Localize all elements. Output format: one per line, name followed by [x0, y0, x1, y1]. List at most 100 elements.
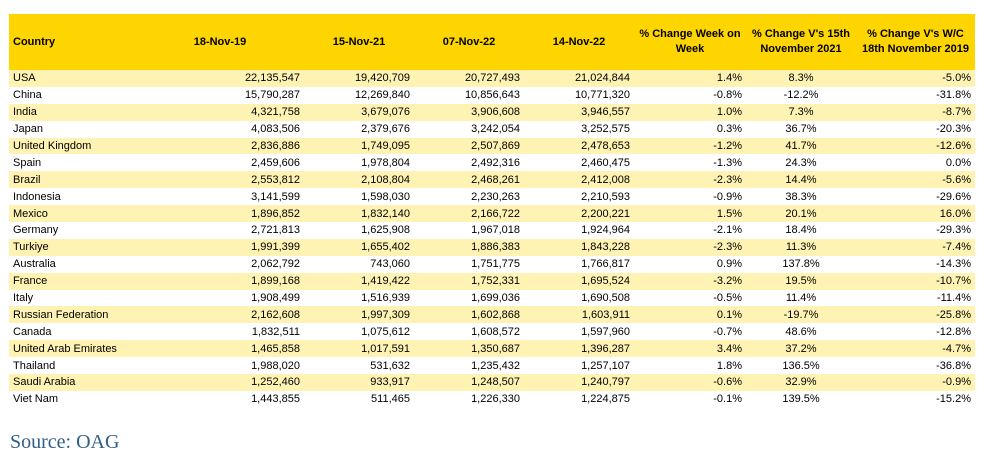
- cell-15-nov-21: 1,749,095: [304, 137, 414, 155]
- cell-15-nov-21: 3,679,076: [304, 103, 414, 121]
- cell-change-2019: -8.7%: [856, 103, 975, 121]
- cell-14-nov-22: 3,946,557: [524, 103, 634, 121]
- cell-07-nov-22: 10,856,643: [414, 86, 524, 104]
- cell-change-2019: -25.8%: [856, 306, 975, 324]
- cell-change-2021: 11.4%: [746, 289, 856, 307]
- table-row: USA 22,135,547 19,420,709 20,727,493 21,024,…: [9, 70, 975, 87]
- header-country: Country: [9, 14, 136, 70]
- cell-14-nov-22: 10,771,320: [524, 86, 634, 104]
- cell-change-week: -2.1%: [634, 222, 746, 239]
- cell-14-nov-22: 21,024,844: [524, 70, 634, 87]
- header-07-nov-22: 07-Nov-22: [414, 14, 524, 70]
- cell-07-nov-22: 1,752,331: [414, 272, 524, 290]
- cell-14-nov-22: 1,597,960: [524, 323, 634, 341]
- cell-18-nov-19: 1,896,852: [136, 205, 304, 223]
- cell-change-2019: -0.9%: [856, 374, 975, 391]
- cell-14-nov-22: 2,478,653: [524, 137, 634, 155]
- cell-14-nov-22: 1,766,817: [524, 255, 634, 273]
- cell-07-nov-22: 20,727,493: [414, 70, 524, 87]
- cell-change-2019: 16.0%: [856, 205, 975, 223]
- cell-change-week: 1.4%: [634, 70, 746, 87]
- table-row: Saudi Arabia 1,252,460 933,917 1,248,507 1,2…: [9, 374, 975, 391]
- cell-change-2019: -29.6%: [856, 188, 975, 206]
- cell-07-nov-22: 1,886,383: [414, 238, 524, 256]
- cell-18-nov-19: 2,836,886: [136, 137, 304, 155]
- cell-15-nov-21: 1,598,030: [304, 188, 414, 206]
- cell-15-nov-21: 933,917: [304, 374, 414, 391]
- cell-15-nov-21: 1,017,591: [304, 340, 414, 358]
- cell-country: Brazil: [9, 171, 136, 189]
- cell-change-2019: -10.7%: [856, 272, 975, 290]
- cell-14-nov-22: 1,843,228: [524, 238, 634, 256]
- cell-18-nov-19: 1,832,511: [136, 323, 304, 341]
- table-row: Viet Nam 1,443,855 511,465 1,226,330 1,224,8…: [9, 390, 975, 408]
- cell-change-week: -0.7%: [634, 323, 746, 341]
- cell-change-week: -2.3%: [634, 171, 746, 189]
- cell-country: France: [9, 272, 136, 290]
- cell-07-nov-22: 1,602,868: [414, 306, 524, 324]
- cell-18-nov-19: 1,899,168: [136, 272, 304, 290]
- cell-07-nov-22: 2,492,316: [414, 154, 524, 172]
- cell-change-week: -2.3%: [634, 238, 746, 256]
- cell-change-2021: 136.5%: [746, 357, 856, 375]
- cell-change-2019: -14.3%: [856, 255, 975, 273]
- header-change-week: % Change Week on Week: [634, 14, 746, 70]
- cell-change-2019: -7.4%: [856, 238, 975, 256]
- cell-18-nov-19: 2,459,606: [136, 154, 304, 172]
- cell-15-nov-21: 1,625,908: [304, 222, 414, 239]
- table-row: China 15,790,287 12,269,840 10,856,643 10,77…: [9, 86, 975, 104]
- cell-change-2021: 32.9%: [746, 374, 856, 391]
- cell-change-2021: 137.8%: [746, 255, 856, 273]
- cell-country: Russian Federation: [9, 306, 136, 324]
- table-header-row: Country 18-Nov-19 15-Nov-21 07-Nov-22 14…: [9, 14, 975, 70]
- cell-change-2021: 36.7%: [746, 120, 856, 138]
- cell-15-nov-21: 531,632: [304, 357, 414, 375]
- cell-change-week: -1.2%: [634, 137, 746, 155]
- header-15-nov-21: 15-Nov-21: [304, 14, 414, 70]
- cell-change-2019: 0.0%: [856, 154, 975, 172]
- cell-07-nov-22: 2,507,869: [414, 137, 524, 155]
- cell-change-2021: 139.5%: [746, 390, 856, 408]
- cell-change-2021: 8.3%: [746, 70, 856, 87]
- cell-18-nov-19: 2,553,812: [136, 171, 304, 189]
- cell-15-nov-21: 1,832,140: [304, 205, 414, 223]
- cell-change-2019: -5.0%: [856, 70, 975, 87]
- cell-change-2021: 18.4%: [746, 222, 856, 239]
- cell-18-nov-19: 2,162,608: [136, 306, 304, 324]
- cell-country: India: [9, 103, 136, 121]
- table-row: United Arab Emirates 1,465,858 1,017,591 1,…: [9, 340, 975, 358]
- cell-change-week: 0.9%: [634, 255, 746, 273]
- cell-change-week: 0.3%: [634, 120, 746, 138]
- cell-change-week: -0.8%: [634, 86, 746, 104]
- cell-change-2021: 41.7%: [746, 137, 856, 155]
- cell-14-nov-22: 1,695,524: [524, 272, 634, 290]
- cell-change-2021: 24.3%: [746, 154, 856, 172]
- cell-18-nov-19: 1,988,020: [136, 357, 304, 375]
- cell-18-nov-19: 1,465,858: [136, 340, 304, 358]
- cell-change-2021: -19.7%: [746, 306, 856, 324]
- table-row: Russian Federation 2,162,608 1,997,309 1,60…: [9, 306, 975, 324]
- cell-18-nov-19: 4,083,506: [136, 120, 304, 138]
- cell-14-nov-22: 1,257,107: [524, 357, 634, 375]
- table-row: Turkiye 1,991,399 1,655,402 1,886,383 1,843,…: [9, 238, 975, 256]
- cell-14-nov-22: 2,460,475: [524, 154, 634, 172]
- cell-change-2019: -12.6%: [856, 137, 975, 155]
- header-change-2019: % Change V's W/C 18th November 2019: [856, 14, 975, 70]
- cell-country: Thailand: [9, 357, 136, 375]
- cell-15-nov-21: 1,516,939: [304, 289, 414, 307]
- cell-change-2019: -31.8%: [856, 86, 975, 104]
- cell-change-2019: -20.3%: [856, 120, 975, 138]
- cell-07-nov-22: 1,248,507: [414, 374, 524, 391]
- header-change-2021: % Change V's 15th November 2021: [746, 14, 856, 70]
- cell-15-nov-21: 1,075,612: [304, 323, 414, 341]
- cell-15-nov-21: 1,419,422: [304, 272, 414, 290]
- cell-15-nov-21: 12,269,840: [304, 86, 414, 104]
- cell-07-nov-22: 2,230,263: [414, 188, 524, 206]
- table-row: Brazil 2,553,812 2,108,804 2,468,261 2,412,0…: [9, 171, 975, 189]
- cell-change-2021: 19.5%: [746, 272, 856, 290]
- cell-15-nov-21: 1,997,309: [304, 306, 414, 324]
- cell-change-2021: 7.3%: [746, 103, 856, 121]
- cell-change-2021: 11.3%: [746, 238, 856, 256]
- cell-07-nov-22: 2,166,722: [414, 205, 524, 223]
- cell-15-nov-21: 743,060: [304, 255, 414, 273]
